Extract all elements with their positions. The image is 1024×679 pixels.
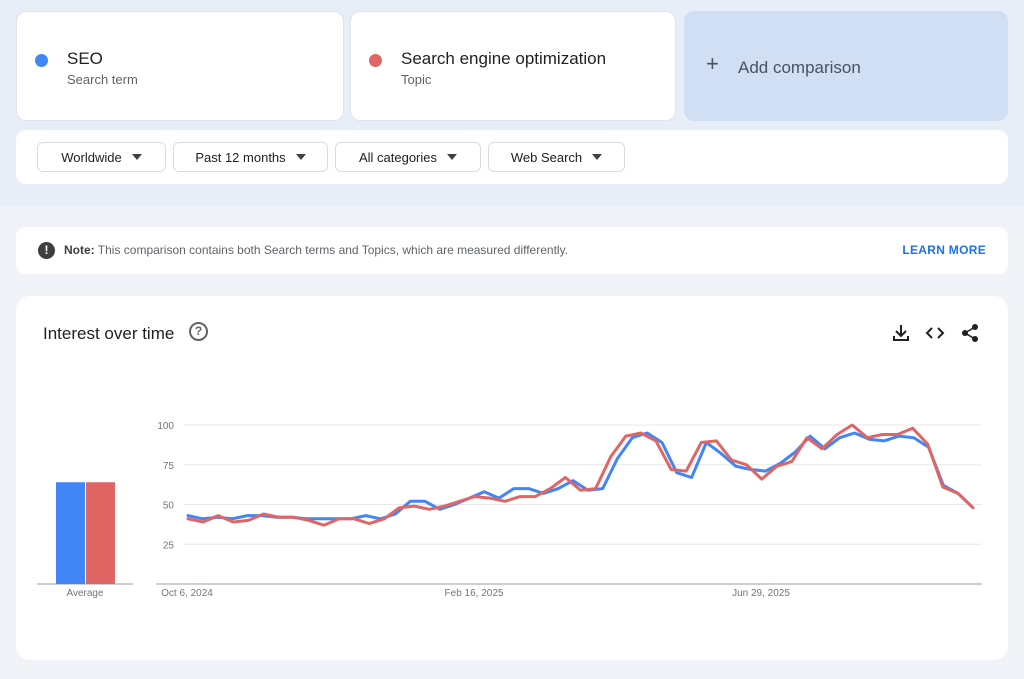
filter-bar: Worldwide Past 12 months All categories … (16, 130, 1008, 184)
add-comparison-label: Add comparison (738, 58, 861, 77)
plus-icon: + (706, 51, 719, 76)
region-filter[interactable]: Worldwide (37, 142, 166, 172)
search-type-filter-label: Web Search (510, 149, 583, 165)
chevron-down-icon (131, 154, 142, 160)
seo-color-dot (35, 54, 48, 67)
time-range-filter[interactable]: Past 12 months (173, 142, 328, 172)
interest-chart: 25 50 75 100 Oct 6, 2024 Feb 16, 2025 Jun 29, … (37, 421, 982, 599)
chart-title: Interest over time (43, 324, 175, 343)
chevron-down-icon (592, 154, 603, 160)
embed-code-icon[interactable] (924, 322, 946, 344)
note-text: Note: This comparison contains both Sear… (64, 243, 568, 257)
exclamation-icon: ! (38, 242, 55, 259)
term-name: SEO (67, 49, 103, 68)
series-line (186, 423, 975, 527)
category-filter[interactable]: All categories (335, 142, 481, 172)
chevron-down-icon (447, 154, 458, 160)
interest-over-time-card: Interest over time ? 25 50 75 100 Oct 6, 202… (16, 296, 1008, 660)
add-comparison-button[interactable]: + Add comparison (684, 11, 1008, 121)
search-type-filter[interactable]: Web Search (488, 142, 625, 172)
topic-color-dot (369, 54, 382, 67)
x-tick-label: Oct 6, 2024 (161, 588, 213, 599)
average-bar (86, 482, 115, 584)
average-bar (56, 482, 85, 584)
chevron-down-icon (295, 154, 306, 160)
x-tick-label: Jun 29, 2025 (732, 588, 790, 599)
region-filter-label: Worldwide (61, 149, 122, 165)
term-type: Search term (67, 72, 138, 87)
note-bar: ! Note: This comparison contains both Se… (16, 227, 1008, 274)
x-tick-label: Feb 16, 2025 (445, 588, 504, 599)
share-icon[interactable] (959, 322, 981, 344)
term-card-search-engine-optimization[interactable]: Search engine optimization Topic (350, 11, 676, 121)
series-line (186, 431, 975, 521)
y-tick-label: 100 (157, 421, 174, 432)
note-message: This comparison contains both Search ter… (94, 243, 569, 257)
time-range-filter-label: Past 12 months (195, 149, 286, 165)
term-name: Search engine optimization (401, 49, 607, 68)
y-tick-label: 50 (163, 501, 175, 512)
average-label: Average (66, 588, 104, 599)
term-card-seo[interactable]: SEO Search term (16, 11, 344, 121)
y-tick-label: 25 (163, 540, 175, 551)
term-type: Topic (401, 72, 432, 87)
download-icon[interactable] (890, 322, 912, 344)
category-filter-label: All categories (358, 149, 438, 165)
note-bold: Note: (64, 243, 95, 257)
help-icon[interactable]: ? (189, 322, 208, 341)
y-tick-label: 75 (163, 461, 175, 472)
learn-more-link[interactable]: LEARN MORE (902, 243, 986, 257)
